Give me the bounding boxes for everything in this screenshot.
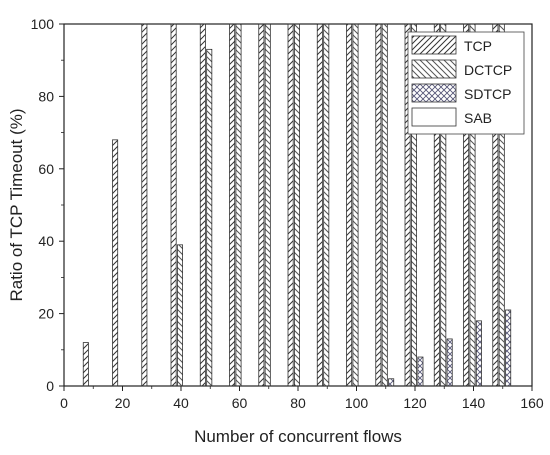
x-tick-label: 40 [173, 395, 189, 411]
bar-tcp-10 [82, 342, 89, 387]
bar-dctcp-40 [176, 244, 183, 387]
x-axis-label: Number of concurrent flows [194, 427, 402, 446]
bar-dctcp-150 [498, 23, 505, 387]
legend-swatch-tcp [411, 35, 457, 55]
y-tick-label: 60 [38, 161, 54, 177]
legend-swatch-sab [411, 107, 457, 127]
bar-dctcp-100 [352, 23, 359, 387]
bar-tcp-20 [112, 139, 119, 387]
bar-tcp-130 [433, 23, 440, 387]
axes-layer: 0 20 40 60 80 100 120 140 160 0 20 40 60 80 100 [31, 16, 544, 411]
y-tick-label: 80 [38, 88, 54, 104]
x-tick-label: 140 [462, 395, 486, 411]
bar-dctcp-130 [440, 23, 447, 387]
bar-dctcp-140 [469, 23, 476, 387]
legend: TCP DCTCP SDTCP SAB [407, 31, 525, 135]
bar-tcp-30 [141, 23, 148, 387]
bar-tcp-150 [492, 23, 499, 387]
x-tick-label: 160 [520, 395, 544, 411]
y-tick-label: 40 [38, 233, 54, 249]
x-tick-label: 120 [403, 395, 427, 411]
bar-dctcp-60 [235, 23, 242, 387]
bar-tcp-50 [199, 23, 206, 387]
x-tick-label: 0 [60, 395, 68, 411]
legend-label-sab: SAB [464, 110, 492, 126]
legend-label-tcp: TCP [464, 38, 492, 54]
y-tick-label: 0 [46, 378, 54, 394]
bar-dctcp-90 [323, 23, 330, 387]
legend-swatch-dctcp [411, 59, 457, 79]
bar-tcp-70 [258, 23, 265, 387]
bar-dctcp-70 [264, 23, 271, 387]
bar-tcp-110 [375, 23, 382, 387]
bar-tcp-40 [170, 23, 177, 387]
y-axis-label: Ratio of TCP Timeout (%) [7, 108, 26, 301]
bar-sdtcp-120 [417, 356, 424, 387]
bar-sdtcp-150 [505, 309, 512, 387]
bar-tcp-60 [229, 23, 236, 387]
bar-sdtcp-130 [446, 338, 453, 387]
legend-swatch-sdtcp [411, 83, 457, 103]
bar-dctcp-110 [381, 23, 388, 387]
legend-label-sdtcp: SDTCP [464, 86, 511, 102]
bars-layer [82, 23, 512, 387]
bar-sdtcp-140 [475, 320, 482, 387]
bar-dctcp-80 [293, 23, 300, 387]
y-tick-label: 20 [38, 306, 54, 322]
x-tick-label: 60 [232, 395, 248, 411]
bar-tcp-80 [287, 23, 294, 387]
x-tick-label: 80 [290, 395, 306, 411]
bar-dctcp-50 [206, 48, 213, 387]
y-tick-label: 100 [31, 16, 55, 32]
bar-tcp-120 [404, 23, 411, 387]
legend-label-dctcp: DCTCP [464, 62, 512, 78]
bar-tcp-140 [463, 23, 470, 387]
x-tick-label: 100 [345, 395, 369, 411]
bar-tcp-90 [316, 23, 323, 387]
bar-dctcp-120 [410, 23, 417, 387]
bar-tcp-100 [346, 23, 353, 387]
bar-sdtcp-110 [388, 378, 395, 387]
x-tick-label: 20 [115, 395, 131, 411]
